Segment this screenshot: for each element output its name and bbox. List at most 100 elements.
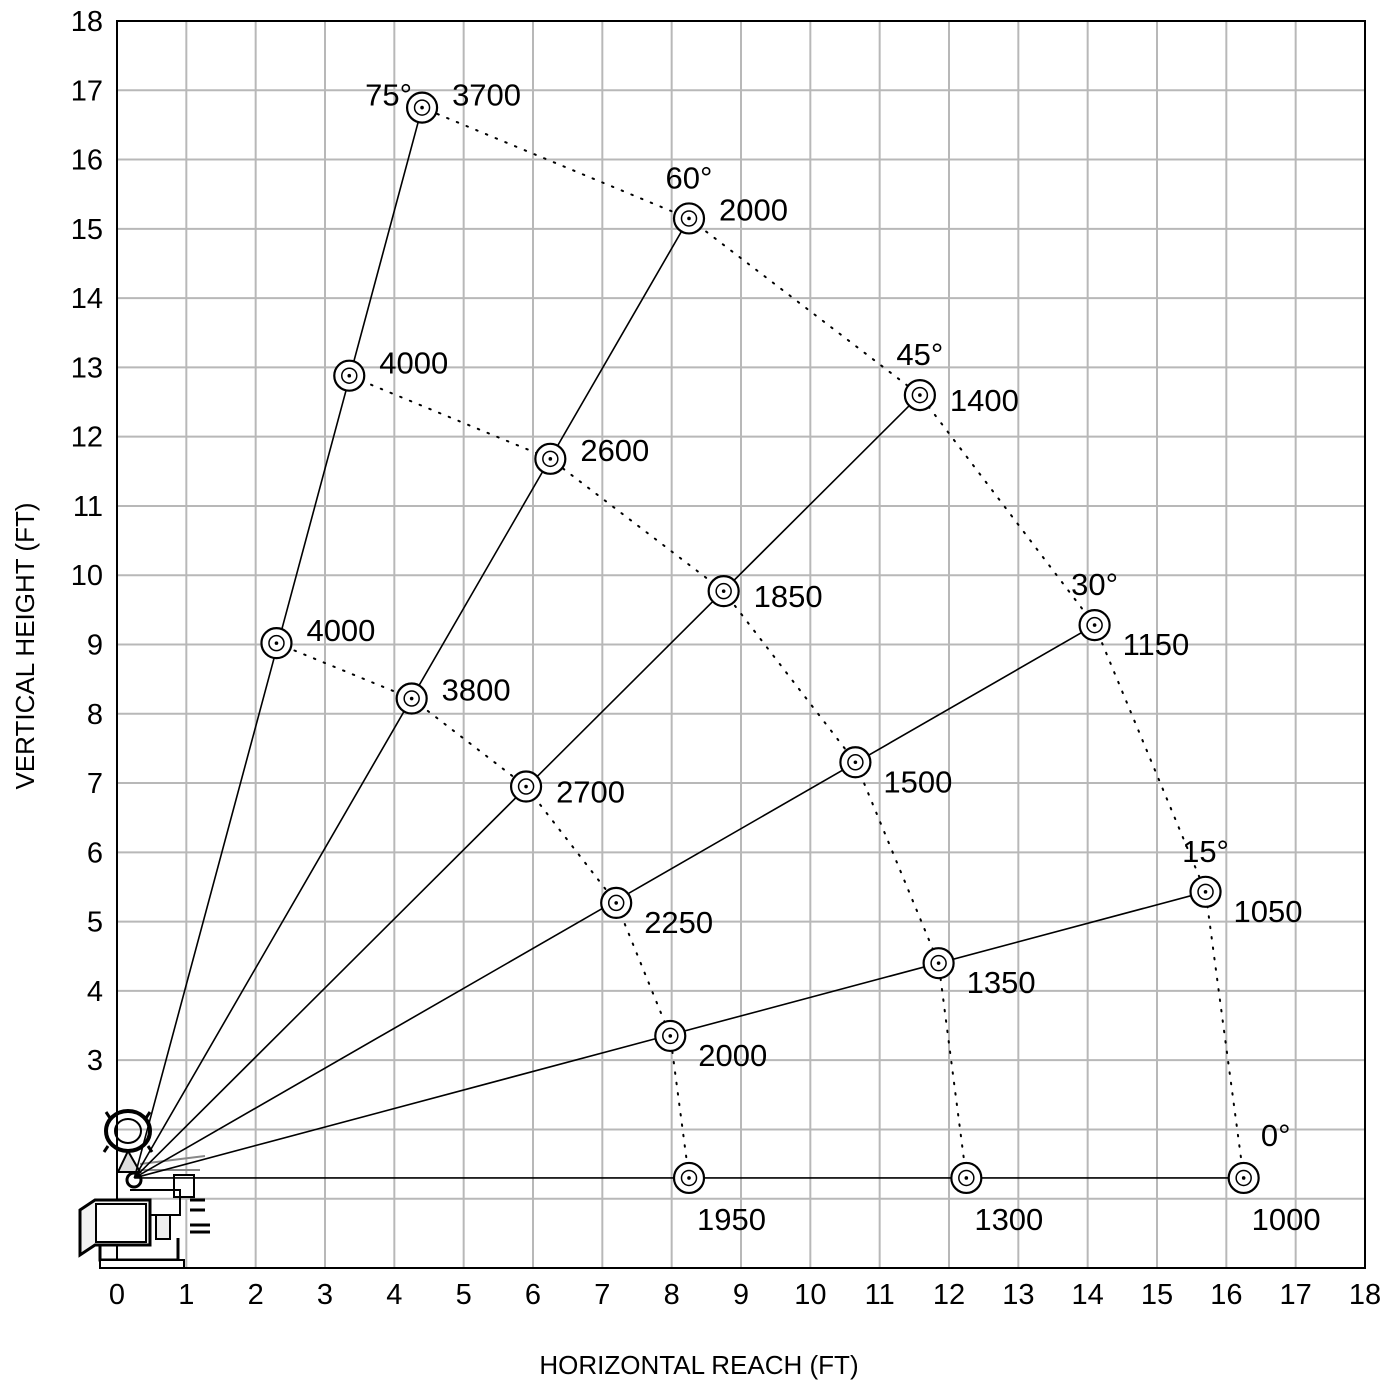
crane-illustration: [78, 1109, 210, 1269]
x-tick-label: 8: [664, 1279, 680, 1311]
capacity-label: 1350: [967, 965, 1036, 1000]
axis-ticks: 0 1 2 3 4 5 6 7 8 9 10 11 12 13 14 15 16 17 18345678910111…: [71, 6, 1381, 1311]
angle-label: 15°: [1182, 834, 1229, 869]
load-point-center: [1203, 890, 1208, 894]
load-point-inner: [1197, 883, 1214, 901]
x-tick-label: 10: [794, 1279, 826, 1311]
y-tick-label: 4: [87, 976, 103, 1008]
y-tick-label: 17: [71, 75, 103, 107]
load-point-center: [524, 784, 528, 789]
capacity-arc: [421, 106, 1245, 1179]
load-point-center: [614, 901, 618, 905]
capacity-label: 3700: [452, 78, 521, 113]
capacity-label: 4000: [306, 613, 375, 648]
load-point-center: [964, 1176, 969, 1180]
load-point-center: [548, 457, 553, 461]
load-point-inner: [680, 210, 698, 227]
boom-lines: [133, 107, 1244, 1179]
load-point-inner: [1086, 616, 1103, 634]
load-point-center: [936, 961, 941, 965]
load-point-inner: [680, 1169, 698, 1187]
plot-frame: [116, 20, 1366, 1269]
x-tick-label: 4: [386, 1279, 402, 1311]
x-tick-label: 6: [525, 1279, 541, 1311]
angle-label: 30°: [1071, 567, 1118, 602]
load-point-inner: [930, 954, 947, 972]
x-tick-label: 14: [1072, 1279, 1104, 1311]
capacity-label: 1150: [1123, 627, 1190, 662]
load-point-center: [409, 696, 414, 701]
y-axis-label: VERTICAL HEIGHT (FT): [10, 503, 40, 790]
load-point-inner: [1235, 1169, 1252, 1187]
x-tick-label: 3: [317, 1279, 333, 1311]
y-tick-label: 12: [71, 422, 103, 454]
load-point-center: [668, 1034, 673, 1038]
capacity-label: 2000: [719, 192, 788, 227]
x-tick-label: 0: [109, 1279, 125, 1311]
load-point-center: [687, 1176, 691, 1180]
x-tick-label: 5: [456, 1279, 472, 1311]
crane-base-icon: [78, 1109, 210, 1269]
y-tick-label: 5: [87, 907, 103, 939]
capacity-label: 1400: [950, 383, 1019, 418]
capacity-label: 4000: [379, 346, 448, 381]
capacity-label: 1950: [697, 1202, 766, 1237]
load-point-center: [1241, 1176, 1246, 1180]
angle-label: 0°: [1261, 1118, 1291, 1153]
x-tick-label: 15: [1141, 1279, 1173, 1311]
load-point-center: [1092, 623, 1097, 627]
capacity-label: 2700: [556, 775, 625, 810]
y-tick-label: 15: [71, 214, 103, 246]
x-tick-label: 1: [178, 1279, 194, 1311]
load-point-inner: [662, 1027, 679, 1045]
load-point-inner: [847, 754, 864, 771]
y-tick-label: 6: [87, 837, 103, 869]
x-tick-label: 13: [1002, 1279, 1034, 1311]
y-tick-label: 18: [71, 6, 103, 38]
load-point-inner: [268, 634, 285, 652]
load-point-inner: [958, 1169, 975, 1187]
plot-border: [116, 20, 1366, 1269]
x-axis-label: HORIZONTAL REACH (FT): [539, 1350, 858, 1380]
x-tick-label: 7: [594, 1279, 610, 1311]
capacity-arcs: [275, 106, 1245, 1179]
y-tick-label: 10: [71, 560, 103, 592]
load-point-center: [687, 216, 691, 221]
capacity-arc: [348, 374, 968, 1179]
y-tick-label: 11: [73, 491, 103, 523]
angle-label: 60°: [666, 160, 713, 195]
capacity-label: 2250: [644, 905, 713, 940]
load-point-center: [274, 641, 279, 645]
y-tick-label: 14: [71, 283, 103, 315]
load-point-inner: [542, 450, 559, 468]
load-point-inner: [911, 386, 929, 404]
load-point-inner: [403, 690, 420, 707]
load-point-inner: [413, 99, 431, 116]
y-tick-label: 16: [71, 145, 103, 177]
load-point-inner: [517, 778, 535, 795]
load-point-center: [721, 589, 726, 593]
capacity-label: 1850: [754, 579, 823, 614]
capacity-label: 3800: [442, 673, 511, 708]
load-point-inner: [607, 894, 625, 912]
y-tick-label: 8: [87, 699, 103, 731]
capacity-label: 1300: [974, 1202, 1043, 1237]
y-tick-label: 13: [71, 352, 103, 384]
capacity-label: 1050: [1234, 894, 1303, 929]
angle-label: 45°: [896, 337, 943, 372]
y-tick-label: 3: [87, 1045, 103, 1077]
x-tick-label: 17: [1280, 1279, 1312, 1311]
load-point-inner: [341, 367, 358, 384]
x-tick-label: 16: [1210, 1279, 1242, 1311]
load-points: [260, 91, 1260, 1195]
x-tick-label: 11: [865, 1279, 895, 1311]
load-point-inner: [715, 582, 732, 600]
angle-label: 75°: [365, 78, 412, 113]
load-point-center: [347, 373, 352, 378]
capacity-label: 2600: [580, 433, 649, 468]
load-point-center: [853, 760, 858, 765]
x-tick-label: 18: [1349, 1279, 1381, 1311]
load-point-center: [918, 393, 922, 397]
